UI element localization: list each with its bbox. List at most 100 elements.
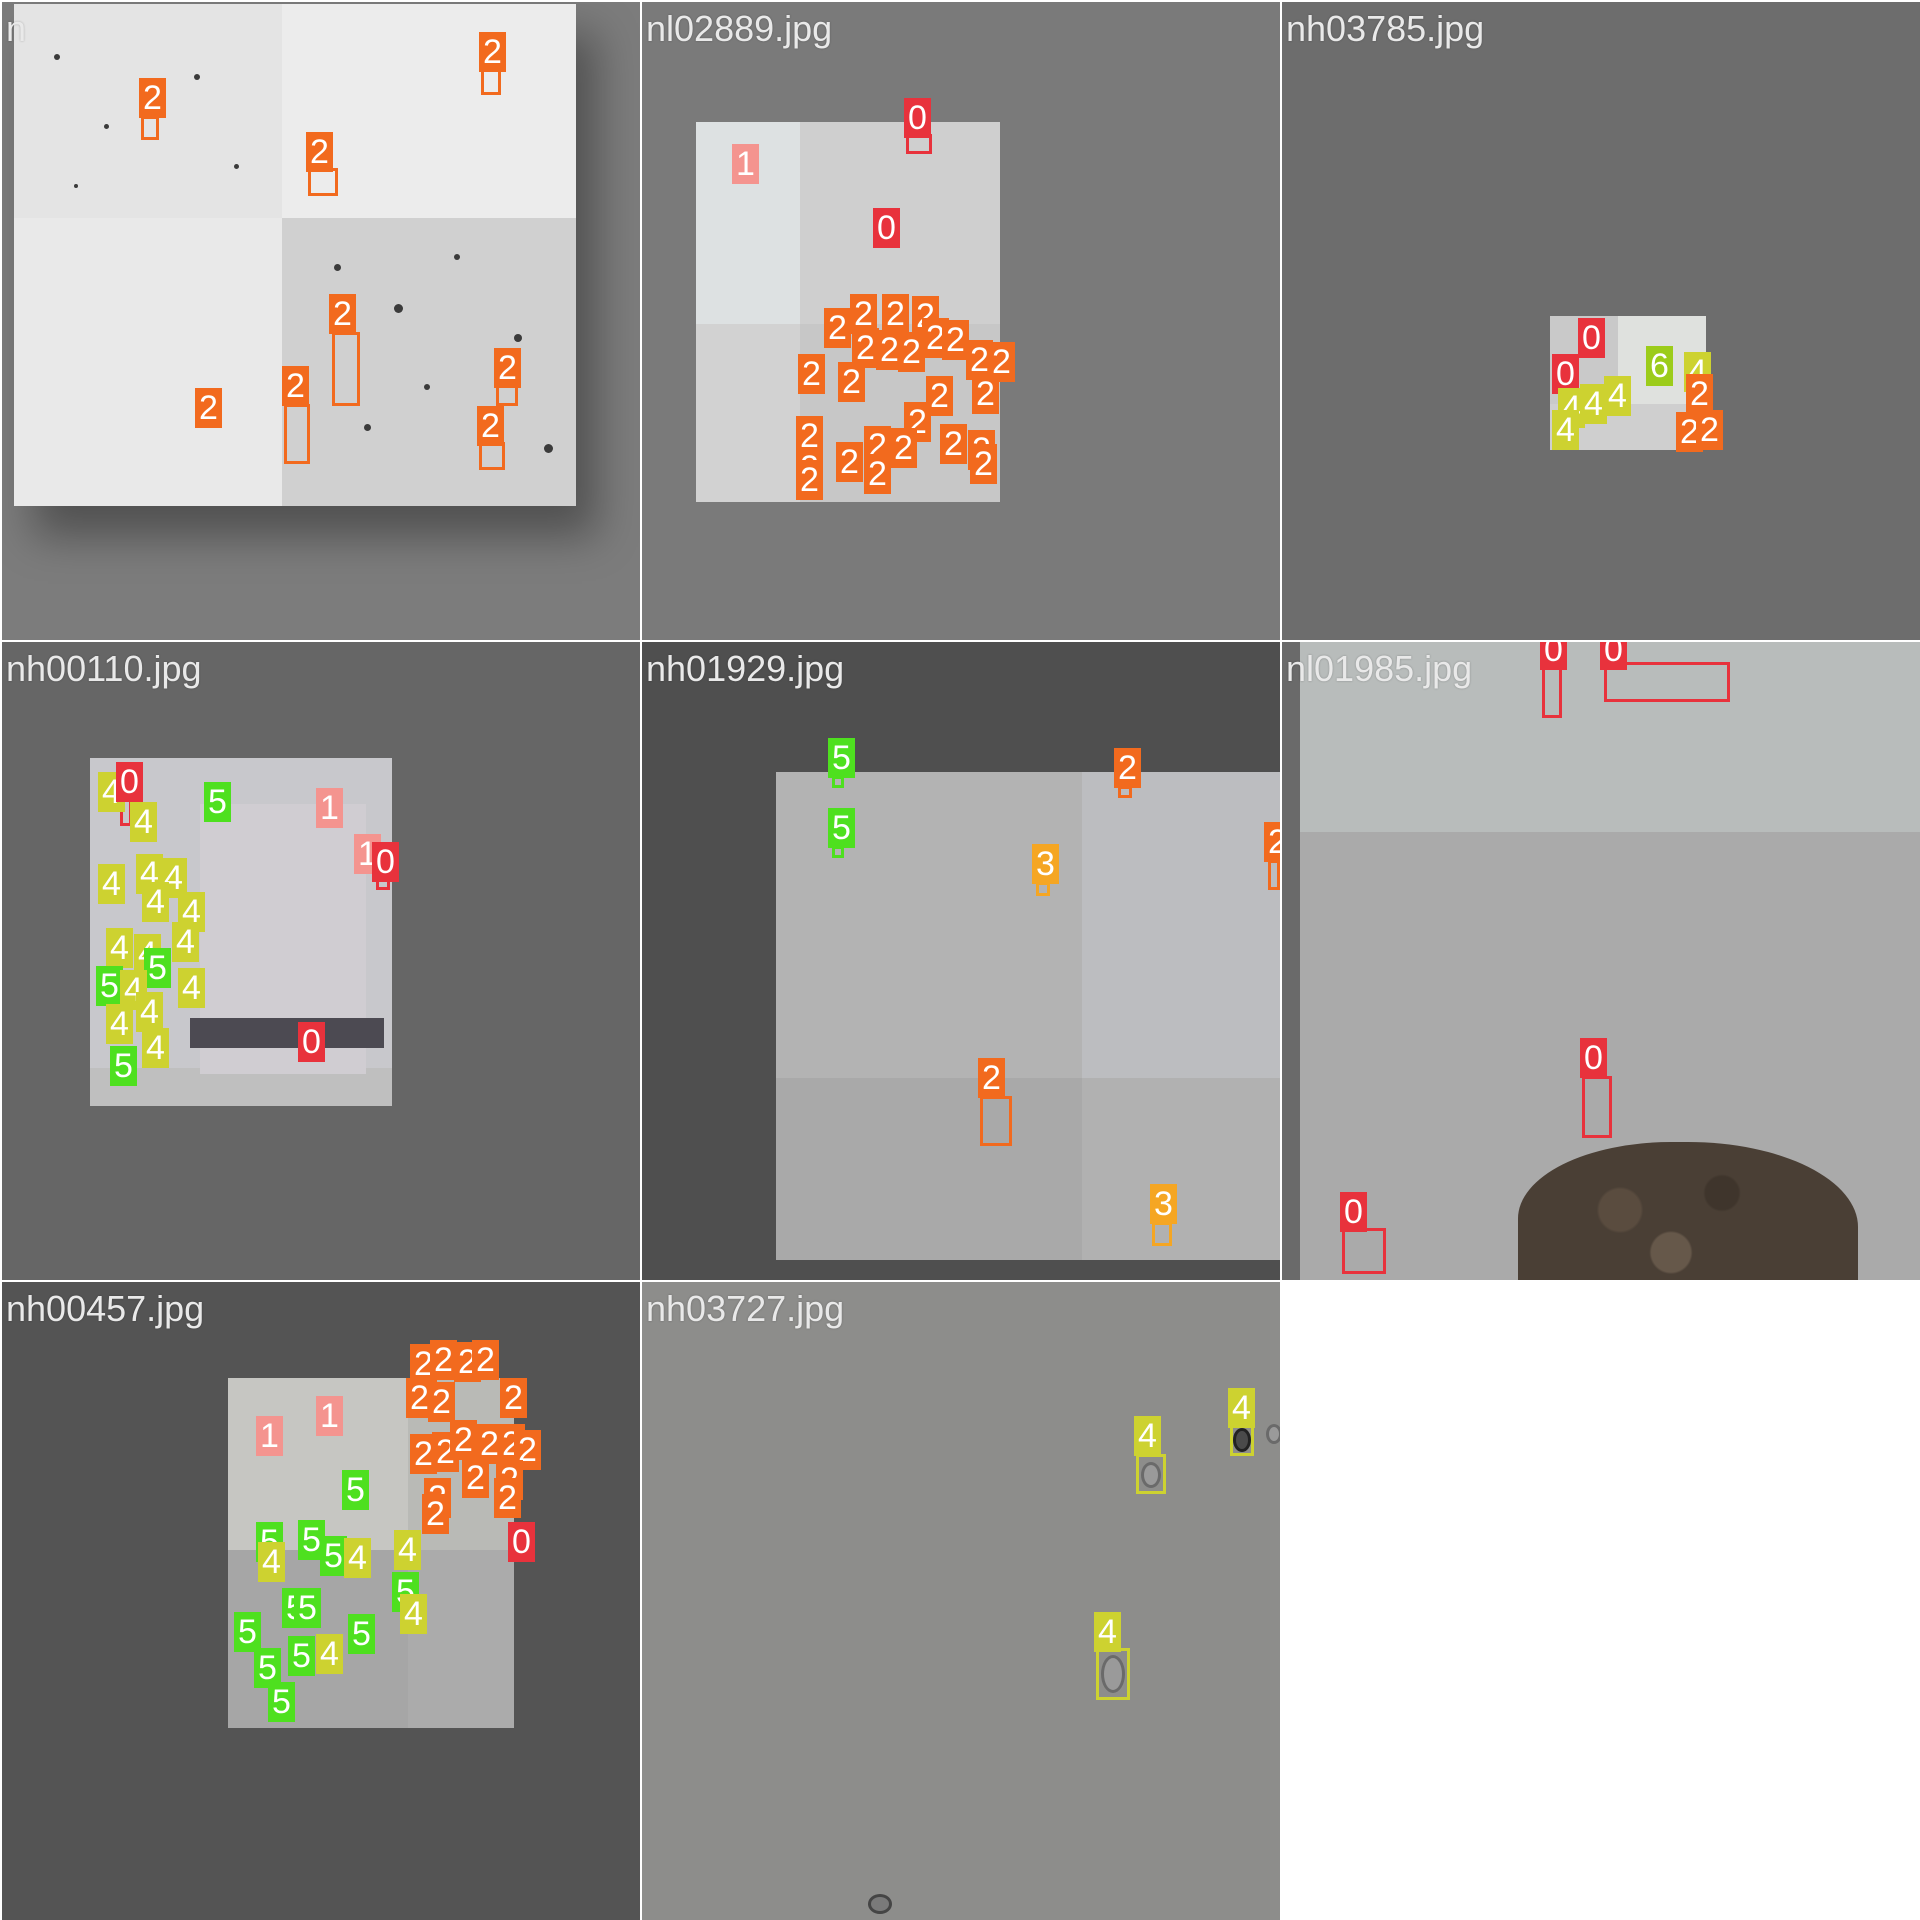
quadrant [776, 1078, 1082, 1260]
cell [1101, 1655, 1125, 1693]
detection-label: 0 [1580, 1038, 1607, 1078]
detection-label: 1 [732, 144, 759, 184]
tile-8: nh03727.jpg 4 4 4 [642, 1282, 1280, 1920]
detection-label: 2 [978, 1058, 1005, 1098]
quadrant [14, 218, 282, 506]
tile-2: nl02889.jpg 0 1 0 2 2 2 2 2 2 2 2 2 2 2 … [642, 2, 1280, 640]
detection-label: 2 [966, 340, 993, 380]
detection-label: 0 [1578, 318, 1605, 358]
tile-filename: nh00457.jpg [6, 1288, 205, 1329]
detection-box [1342, 1228, 1386, 1274]
mosaic-image [90, 758, 392, 1106]
quadrant [696, 324, 800, 502]
detection-label: 5 [204, 782, 231, 822]
detection-label: 4 [106, 928, 133, 968]
detection-label: 2 [139, 78, 166, 118]
detection-label: 4 [344, 1538, 371, 1578]
detection-label: 2 [836, 442, 863, 482]
cell-clump [1518, 1142, 1858, 1280]
detection-label: 2 [850, 294, 877, 334]
detection-label: 0 [372, 842, 399, 882]
detection-label: 2 [195, 388, 222, 428]
quadrant [776, 772, 1082, 1078]
detection-label: 2 [838, 362, 865, 402]
detection-label: 2 [500, 1378, 527, 1418]
quadrant [282, 4, 576, 218]
tile-filename: nh03785.jpg [1286, 8, 1485, 49]
detection-label: 4 [106, 1004, 133, 1044]
detection-label: 2 [306, 132, 333, 172]
detection-label: 2 [942, 320, 969, 360]
detection-label: 4 [1228, 1388, 1255, 1428]
detection-label: 4 [1552, 410, 1579, 450]
detection-label: 0 [1340, 1192, 1367, 1232]
detection-label: 1 [316, 1396, 343, 1436]
detection-label: 2 [864, 454, 891, 494]
detection-label: 4 [400, 1594, 427, 1634]
detection-box [980, 1096, 1012, 1146]
detection-label: 2 [472, 1340, 499, 1380]
detection-label: 2 [329, 294, 356, 334]
detection-label: 2 [428, 1382, 455, 1422]
detection-label: 3 [1032, 844, 1059, 884]
detection-label: 2 [796, 416, 823, 456]
speck [334, 264, 341, 271]
detection-label: 2 [852, 328, 879, 368]
detection-label: 2 [890, 428, 917, 468]
detection-label: 2 [462, 1458, 489, 1498]
detection-box [1152, 1222, 1172, 1246]
quadrant [408, 1550, 514, 1728]
detection-label: 4 [130, 802, 157, 842]
left-edge [1282, 642, 1300, 1280]
detection-box [1036, 882, 1050, 896]
detection-label: 4 [1604, 376, 1631, 416]
detection-label: 2 [282, 366, 309, 406]
detection-label: 2 [798, 354, 825, 394]
tile-filename: nl02889.jpg [646, 8, 833, 49]
detection-label: 3 [1150, 1184, 1177, 1224]
detection-label: 0 [1540, 642, 1567, 670]
detection-label: 2 [940, 424, 967, 464]
speck [424, 384, 430, 390]
speck [514, 334, 522, 342]
speck [544, 444, 553, 453]
speck [394, 304, 403, 313]
detection-label: 2 [796, 460, 823, 500]
quadrant [800, 122, 1000, 324]
detection-label: 5 [234, 1612, 261, 1652]
tile-7: nh00457.jpg 2 2 2 2 2 2 2 2 2 2 2 2 2 2 … [2, 1282, 640, 1920]
detection-label: 5 [254, 1648, 281, 1688]
detection-label: 5 [294, 1588, 321, 1628]
tile-1: n 2 2 2 2 2 2 2 2 [2, 2, 640, 640]
detection-label: 4 [178, 968, 205, 1008]
speck [74, 184, 78, 188]
detection-label: 6 [1646, 346, 1673, 386]
quadrant [1082, 1078, 1280, 1260]
tile-3: nh03785.jpg 0 0 6 4 4 4 4 4 2 2 2 [1282, 2, 1920, 640]
detection-box [479, 442, 505, 470]
detection-label: 2 [422, 1494, 449, 1534]
mosaic-image [776, 772, 1280, 1260]
detection-label: 4 [136, 992, 163, 1032]
detection-label: 4 [394, 1530, 421, 1570]
tile-filename: nh00110.jpg [6, 648, 202, 689]
speck [454, 254, 460, 260]
detection-label: 2 [972, 374, 999, 414]
tile-filename: n [6, 8, 27, 49]
detection-label: 5 [268, 1682, 295, 1722]
detection-label: 2 [1114, 748, 1141, 788]
detection-label: 0 [1552, 354, 1579, 394]
detection-label: 4 [98, 864, 125, 904]
cell [868, 1894, 892, 1914]
detection-label: 0 [904, 98, 931, 138]
detection-box [332, 332, 360, 406]
detection-box [284, 404, 310, 464]
speck [234, 164, 239, 169]
detection-label: 5 [828, 738, 855, 778]
tile-filename: nh03727.jpg [646, 1288, 845, 1329]
detection-label: 0 [1600, 642, 1627, 670]
detection-box [1268, 860, 1280, 890]
detection-label: 0 [298, 1022, 325, 1062]
top-band [1300, 642, 1920, 832]
detection-label: 2 [1696, 410, 1723, 450]
